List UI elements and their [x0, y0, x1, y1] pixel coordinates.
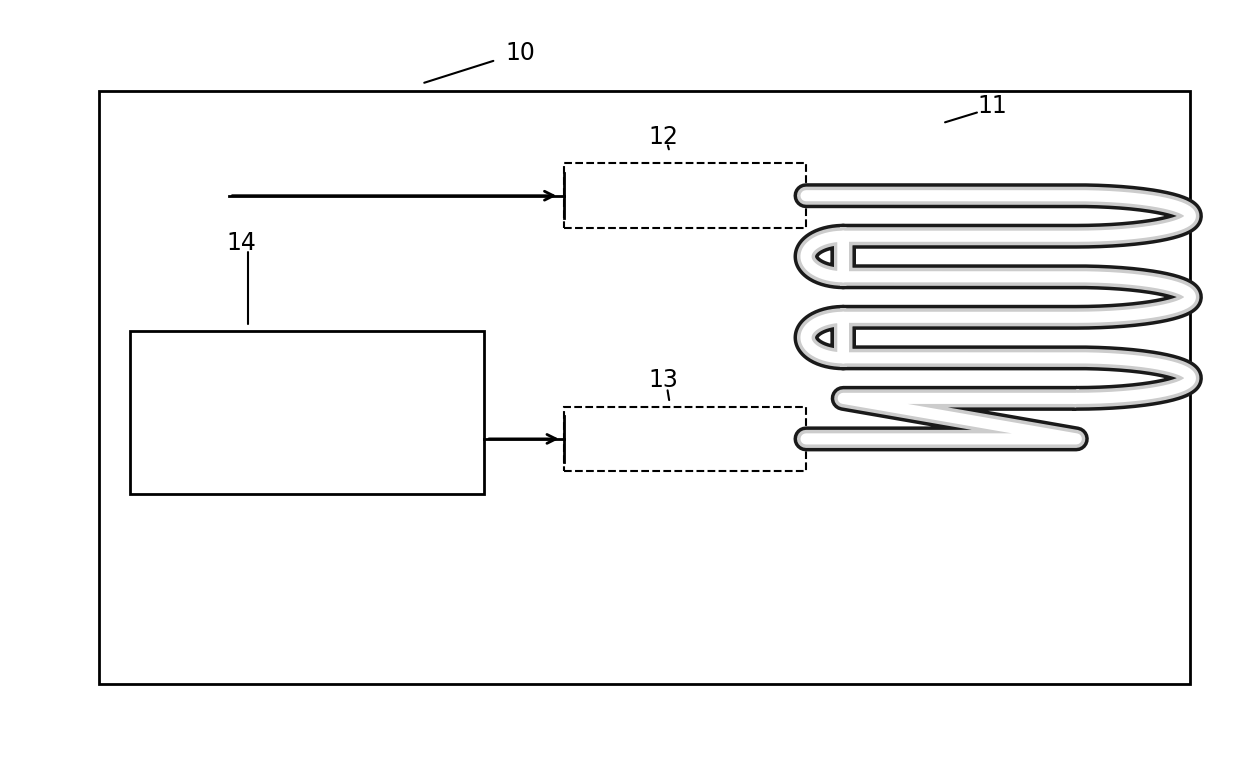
- Bar: [564, 407, 806, 471]
- Text: 14: 14: [227, 231, 257, 255]
- Text: 13: 13: [649, 368, 678, 392]
- Text: 10: 10: [506, 41, 536, 65]
- Text: 11: 11: [977, 94, 1007, 119]
- Bar: [130, 331, 484, 494]
- Bar: [564, 163, 806, 228]
- Text: 12: 12: [649, 125, 678, 149]
- Bar: [99, 91, 1190, 684]
